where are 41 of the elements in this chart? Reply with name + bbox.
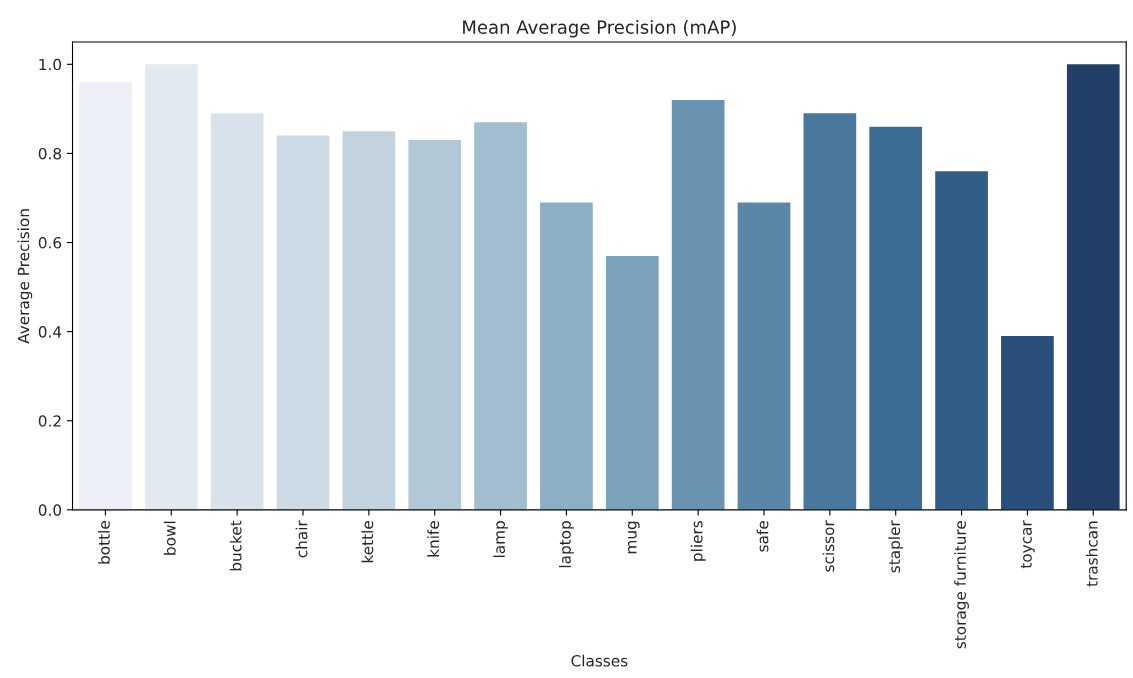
x-tick-label: mug <box>627 521 640 554</box>
x-tick-label: kettle <box>361 521 374 563</box>
x-axis-title: Classes <box>571 654 628 667</box>
x-tick-label: safe <box>756 521 769 552</box>
bar <box>1066 64 1120 510</box>
x-tick-label: chair <box>295 520 308 558</box>
x-tick-label: trashcan <box>1085 521 1098 587</box>
y-tick-label: 0.4 <box>38 326 62 338</box>
y-tick-label: 0.6 <box>38 237 62 249</box>
x-tick-label: bottle <box>98 521 110 564</box>
bar <box>474 122 527 510</box>
x-tick-label: bucket <box>229 520 242 571</box>
bar <box>342 131 396 510</box>
y-axis-title: Average Precision <box>17 209 33 344</box>
x-tick-label: toycar <box>1020 520 1035 569</box>
bar <box>276 135 330 510</box>
x-tick-label: bowl <box>163 521 176 555</box>
chart-title: Mean Average Precision (mAP) <box>463 19 736 38</box>
x-tick-label: stapler <box>888 520 904 573</box>
x-tick-label: pliers <box>690 521 706 561</box>
bar <box>1001 336 1054 510</box>
y-tick-label: 0.0 <box>38 504 62 516</box>
bar <box>671 99 725 510</box>
bar <box>79 82 132 510</box>
bar <box>803 113 857 510</box>
bar <box>210 113 264 510</box>
y-tick-label: 0.8 <box>38 147 62 160</box>
bar <box>408 140 462 510</box>
x-tick-label: knife <box>427 521 440 557</box>
x-tick-label: scissor <box>822 520 835 572</box>
y-tick-label: 0.2 <box>38 415 61 427</box>
x-tick-label: storage furniture <box>954 521 969 649</box>
bar <box>737 202 791 510</box>
x-tick-label: lamp <box>493 521 508 558</box>
x-tick-label: laptop <box>559 521 574 568</box>
bar <box>605 255 659 510</box>
bar <box>935 171 988 510</box>
bar <box>144 64 198 510</box>
bar <box>869 126 923 510</box>
bar <box>540 202 593 510</box>
y-tick-label: 1.0 <box>39 58 62 71</box>
